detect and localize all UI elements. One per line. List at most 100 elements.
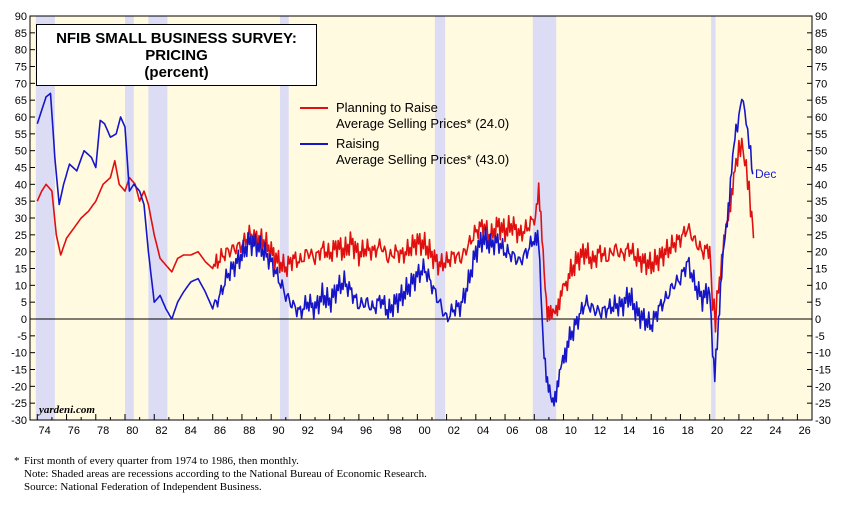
footnote-line3: Source: National Federation of Independe… xyxy=(24,481,262,493)
y-tick-label-left: 10 xyxy=(15,280,27,292)
x-tick-label: 74 xyxy=(38,425,50,437)
y-tick-label-right: 10 xyxy=(815,280,827,292)
x-tick-label: 80 xyxy=(126,425,138,437)
y-tick-label-right: 55 xyxy=(815,129,827,141)
y-tick-label-right: 30 xyxy=(815,213,827,225)
x-tick-label: 86 xyxy=(214,425,226,437)
x-tick-label: 82 xyxy=(155,425,167,437)
x-tick-label: 90 xyxy=(272,425,284,437)
legend: Planning to Raise Average Selling Prices… xyxy=(300,100,509,172)
recession-band xyxy=(279,16,289,420)
y-tick-label-left: 60 xyxy=(15,112,27,124)
x-tick-label: 84 xyxy=(185,425,197,437)
chart-title: NFIB SMALL BUSINESS SURVEY: xyxy=(56,30,297,47)
legend-label: Planning to Raise xyxy=(336,100,438,115)
x-tick-label: 10 xyxy=(565,425,577,437)
y-tick-label-left: -25 xyxy=(11,398,27,410)
legend-swatch-blue xyxy=(300,143,328,145)
x-tick-label: 20 xyxy=(711,425,723,437)
y-tick-label-right: 40 xyxy=(815,179,827,191)
y-tick-label-left: 30 xyxy=(15,213,27,225)
x-tick-label: 00 xyxy=(419,425,431,437)
legend-item-planning: Planning to Raise Average Selling Prices… xyxy=(300,100,509,132)
y-tick-label-right: 5 xyxy=(815,297,821,309)
legend-swatch-red xyxy=(300,107,328,109)
footnote-star: * xyxy=(14,455,20,467)
y-tick-label-left: 65 xyxy=(15,95,27,107)
legend-label-line2: Average Selling Prices* (24.0) xyxy=(336,116,510,131)
recession-band xyxy=(434,16,446,420)
watermark: yardeni.com xyxy=(39,404,95,416)
x-tick-label: 88 xyxy=(243,425,255,437)
y-tick-label-right: 20 xyxy=(815,247,827,259)
y-tick-label-left: 15 xyxy=(15,264,27,276)
y-tick-label-left: 20 xyxy=(15,247,27,259)
y-axis-left: -30 -25 -20 -15 -10 -5 0 5 10 15 20 25 30 35 40 45 50 55 6… xyxy=(11,11,35,427)
y-tick-label-right: 25 xyxy=(815,230,827,242)
x-tick-label: 76 xyxy=(68,425,80,437)
y-tick-label-right: 15 xyxy=(815,264,827,276)
y-tick-label-left: 55 xyxy=(15,129,27,141)
y-tick-label-left: 50 xyxy=(15,146,27,158)
y-tick-label-left: 85 xyxy=(15,28,27,40)
x-tick-label: 04 xyxy=(477,425,489,437)
y-tick-label-right: -10 xyxy=(815,348,831,360)
footnote-line1: First month of every quarter from 1974 t… xyxy=(24,455,299,467)
y-tick-label-left: 35 xyxy=(15,196,27,208)
legend-item-raising: Raising Average Selling Prices* (43.0) xyxy=(300,136,509,168)
x-tick-label: 12 xyxy=(594,425,606,437)
x-tick-label: 92 xyxy=(302,425,314,437)
x-tick-label: 78 xyxy=(97,425,109,437)
series-lines xyxy=(36,92,755,407)
y-tick-label-right: 0 xyxy=(815,314,821,326)
y-tick-label-right: 90 xyxy=(815,11,827,23)
recession-band xyxy=(125,16,134,420)
x-tick-label: 26 xyxy=(799,425,811,437)
y-tick-label-right: 75 xyxy=(815,62,827,74)
y-axis-right: -30 -25 -20 -15 -10 -5 0 5 10 15 20 25 30 35 40 45 50 55 6… xyxy=(807,11,831,427)
y-tick-label-left: 90 xyxy=(15,11,27,23)
footnote-line2: Note: Shaded areas are recessions accord… xyxy=(24,468,427,480)
y-tick-label-left: -15 xyxy=(11,365,27,377)
x-tick-label: 16 xyxy=(652,425,664,437)
x-tick-label: 18 xyxy=(682,425,694,437)
x-tick-label: 96 xyxy=(360,425,372,437)
y-tick-label-right: -25 xyxy=(815,398,831,410)
y-tick-label-left: 40 xyxy=(15,179,27,191)
y-tick-label-left: -20 xyxy=(11,381,27,393)
y-tick-label-right: 70 xyxy=(815,78,827,90)
x-tick-label: 98 xyxy=(389,425,401,437)
end-label-dec: Dec xyxy=(755,167,777,181)
y-tick-label-left: 70 xyxy=(15,78,27,90)
series-line-planning xyxy=(36,137,755,333)
y-tick-label-left: 25 xyxy=(15,230,27,242)
y-tick-label-right: 50 xyxy=(815,146,827,158)
x-tick-label: 06 xyxy=(506,425,518,437)
y-tick-label-right: -5 xyxy=(815,331,825,343)
y-tick-label-left: 80 xyxy=(15,45,27,57)
y-tick-label-left: 0 xyxy=(21,314,27,326)
footnotes: * First month of every quarter from 1974… xyxy=(14,455,427,494)
x-tick-label: 02 xyxy=(448,425,460,437)
x-axis: 74 76 78 80 82 84 86 88 90 92 94 96 98 00 02 04 06 08 10 12… xyxy=(36,414,811,437)
chart-title-line2: PRICING xyxy=(145,47,208,64)
y-tick-label-right: -20 xyxy=(815,381,831,393)
y-tick-label-right: -30 xyxy=(815,415,831,427)
legend-label: Raising xyxy=(336,136,380,151)
x-tick-label: 14 xyxy=(623,425,635,437)
y-tick-label-left: -30 xyxy=(11,415,27,427)
y-tick-label-left: 75 xyxy=(15,62,27,74)
chart-subtitle: (percent) xyxy=(144,64,209,81)
y-tick-label-right: -15 xyxy=(815,365,831,377)
chart-title-box: NFIB SMALL BUSINESS SURVEY: PRICING (per… xyxy=(36,24,317,86)
x-tick-label: 94 xyxy=(331,425,343,437)
y-tick-label-left: -5 xyxy=(17,331,27,343)
y-tick-label-left: -10 xyxy=(11,348,27,360)
x-tick-label: 24 xyxy=(769,425,781,437)
y-tick-label-right: 45 xyxy=(815,163,827,175)
y-tick-label-right: 85 xyxy=(815,28,827,40)
y-tick-label-right: 35 xyxy=(815,196,827,208)
x-tick-label: 08 xyxy=(535,425,547,437)
legend-label-line2: Average Selling Prices* (43.0) xyxy=(336,152,510,167)
